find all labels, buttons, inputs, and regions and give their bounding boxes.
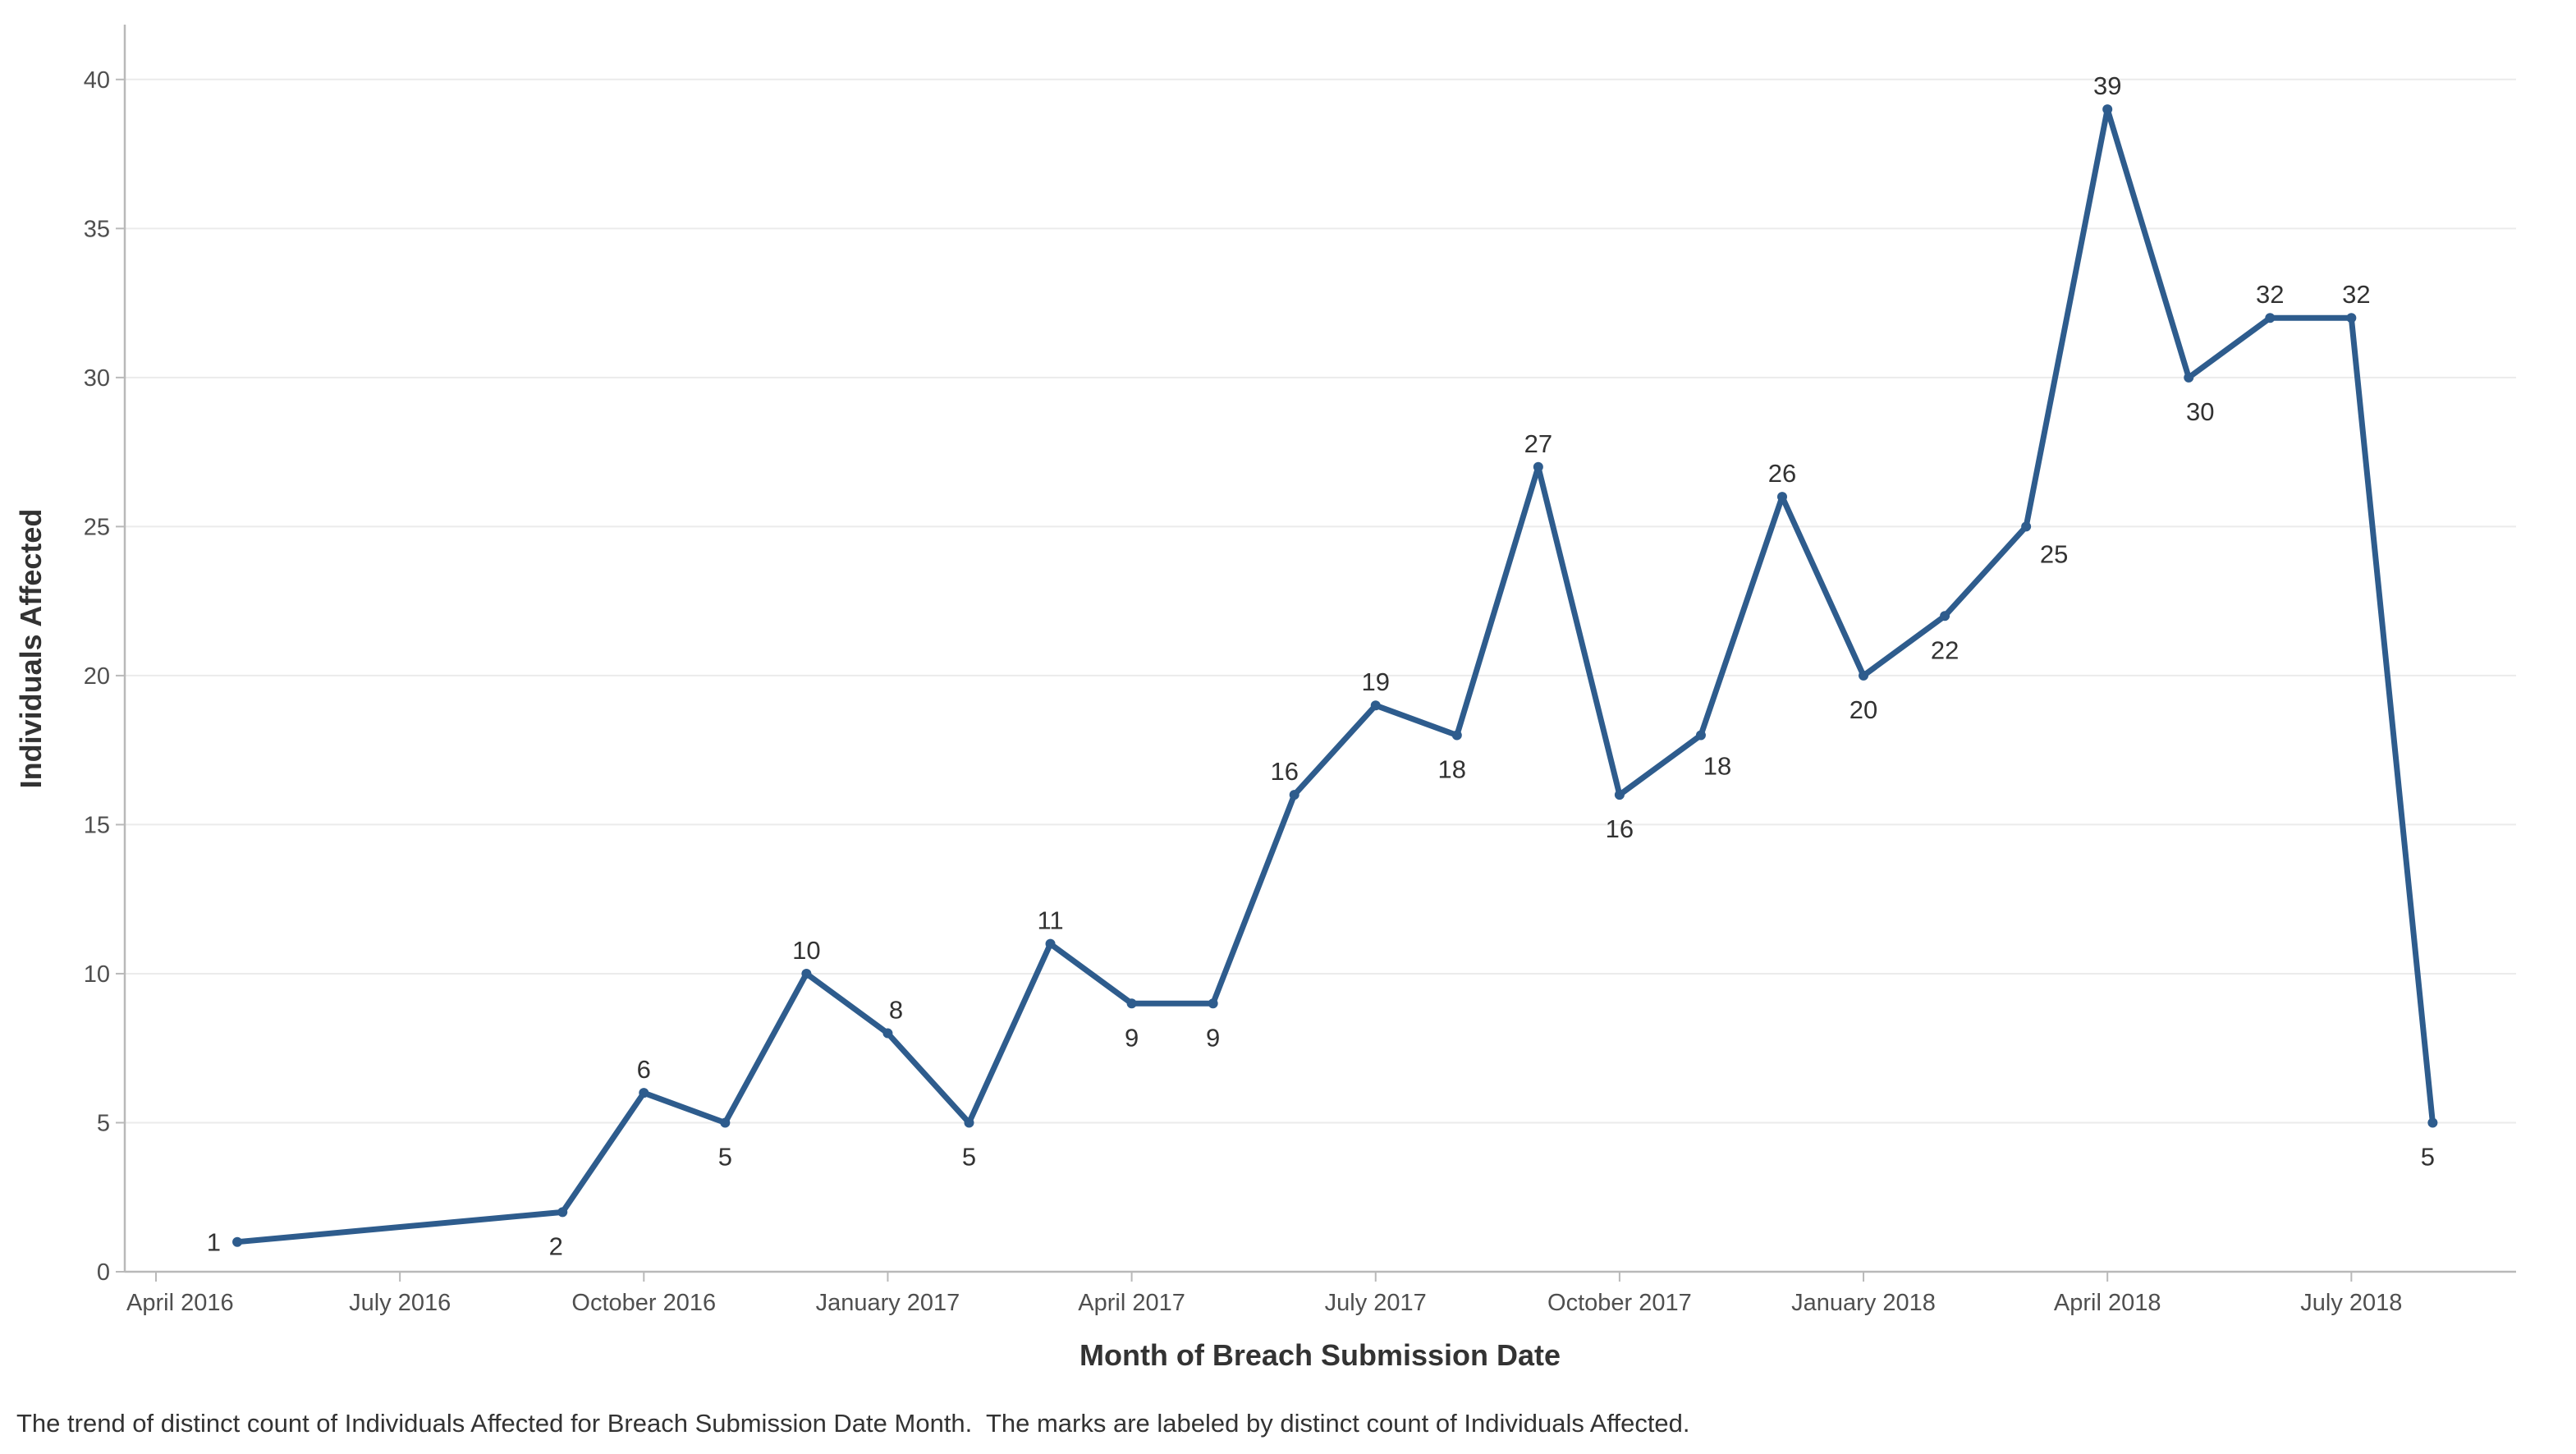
data-label-2: 6 [637,1055,651,1084]
y-tick-label-30: 30 [84,365,110,392]
data-label-11: 19 [1362,667,1390,696]
x-tick-label-6: October 2017 [1547,1290,1692,1316]
y-tick-label-10: 10 [84,961,110,988]
mark-november-2017[interactable] [1695,730,1706,741]
mark-march-2018[interactable] [2021,521,2032,532]
mark-august-2017[interactable] [1451,730,1462,741]
data-label-1: 2 [549,1232,563,1260]
mark-october-2017[interactable] [1614,790,1625,800]
x-tick-label-3: January 2017 [816,1290,960,1316]
chart-caption: The trend of distinct count of Individua… [16,1409,1690,1438]
y-tick-label-20: 20 [84,663,110,690]
y-tick-label-40: 40 [84,67,110,94]
mark-may-2017[interactable] [1208,998,1218,1009]
h-gridlines [125,78,2516,1124]
y-tick-label-0: 0 [97,1259,110,1286]
data-label-19: 25 [2040,539,2068,568]
data-label-24: 5 [2421,1142,2435,1171]
mark-may-2016[interactable] [232,1236,243,1247]
x-axis-title: Month of Breach Submission Date [1079,1338,1561,1372]
y-tick-label-15: 15 [84,812,110,838]
series [232,104,2438,1247]
data-label-8: 9 [1125,1023,1139,1052]
mark-november-2016[interactable] [720,1117,731,1128]
mark-may-2018[interactable] [2184,372,2194,383]
data-label-12: 18 [1438,755,1466,784]
mark-december-2017[interactable] [1777,492,1787,502]
data-label-13: 27 [1524,429,1552,458]
mark-june-2018[interactable] [2265,313,2276,323]
mark-march-2017[interactable] [1045,938,1056,949]
data-label-10: 16 [1270,757,1298,786]
data-label-4: 10 [792,936,820,965]
x-tick-label-4: April 2017 [1078,1290,1185,1316]
x-tick-label-8: April 2018 [2054,1290,2161,1316]
mark-april-2018[interactable] [2102,104,2113,115]
mark-august-2018[interactable] [2427,1117,2438,1128]
data-label-20: 39 [2093,71,2121,100]
mark-january-2018[interactable] [1859,670,1869,681]
mark-december-2016[interactable] [801,968,812,979]
x-tick-label-2: October 2016 [571,1290,716,1316]
mark-april-2017[interactable] [1126,998,1137,1009]
x-tick-label-0: April 2016 [126,1290,234,1316]
mark-september-2017[interactable] [1533,461,1543,472]
data-label-22: 32 [2256,280,2284,309]
data-label-9: 9 [1206,1023,1220,1052]
x-tick-label-5: July 2017 [1325,1290,1427,1316]
data-label-15: 18 [1703,752,1731,781]
mark-june-2017[interactable] [1289,790,1299,800]
data-label-14: 16 [1606,814,1634,843]
x-tick-label-7: January 2018 [1791,1290,1936,1316]
data-label-3: 5 [718,1142,732,1171]
data-label-6: 5 [962,1142,976,1171]
mark-september-2016[interactable] [557,1207,568,1218]
data-label-23: 32 [2342,280,2370,309]
y-tick-label-25: 25 [84,514,110,540]
mark-july-2017[interactable] [1370,700,1381,711]
y-axis-title: Individuals Affected [14,509,48,789]
data-label-18: 22 [1931,635,1959,664]
x-tick-label-9: July 2018 [2300,1290,2402,1316]
data-label-16: 26 [1768,459,1796,488]
mark-february-2018[interactable] [1940,611,1950,622]
y-tick-label-35: 35 [84,216,110,242]
data-label-0: 1 [207,1228,221,1257]
mark-october-2016[interactable] [639,1088,649,1099]
x-tick-label-1: July 2016 [349,1290,451,1316]
data-label-21: 30 [2186,397,2214,426]
mark-february-2017[interactable] [964,1117,974,1128]
axis-lines [123,25,2516,1273]
axis-ticks [116,78,2353,1282]
data-label-7: 11 [1037,906,1063,935]
data-label-5: 8 [889,996,903,1025]
mark-january-2017[interactable] [882,1028,893,1039]
mark-july-2018[interactable] [2346,313,2357,323]
y-tick-label-5: 5 [97,1110,110,1136]
data-label-17: 20 [1849,695,1877,724]
